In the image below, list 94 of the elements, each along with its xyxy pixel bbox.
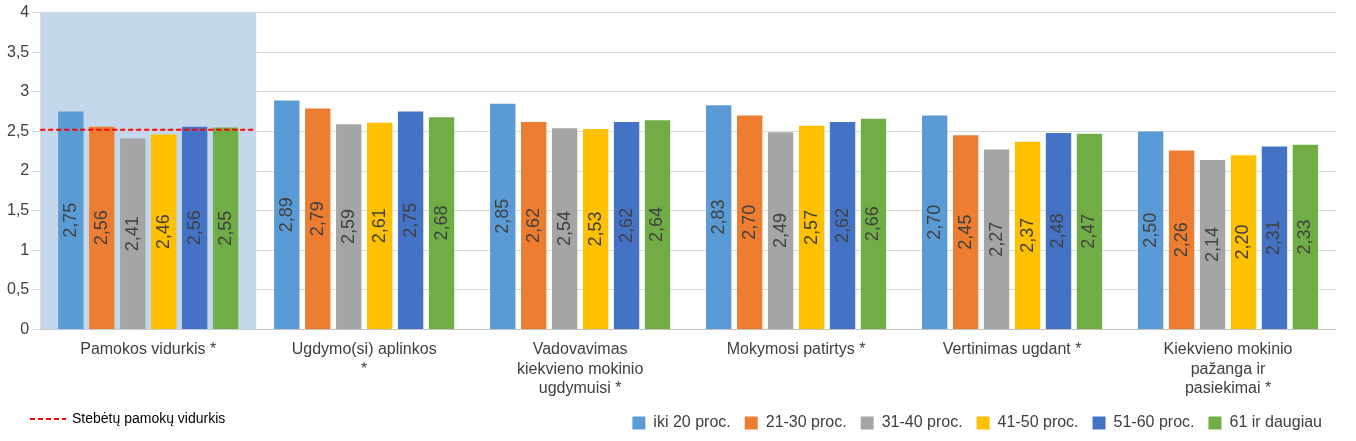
y-tick-label: 1 bbox=[20, 240, 30, 258]
data-label: 2,83 bbox=[707, 199, 728, 235]
bar bbox=[1230, 155, 1257, 329]
data-label: 2,53 bbox=[584, 211, 605, 247]
y-tick-label: 2,5 bbox=[6, 121, 30, 139]
bar bbox=[366, 122, 393, 329]
bar bbox=[212, 127, 239, 329]
legend-label: 51-60 proc. bbox=[1113, 413, 1195, 431]
bar bbox=[921, 115, 948, 329]
bar bbox=[305, 108, 331, 329]
data-label: 2,20 bbox=[1232, 224, 1253, 260]
bar bbox=[1076, 133, 1103, 329]
bar bbox=[120, 138, 146, 329]
data-label: 2,75 bbox=[59, 202, 80, 238]
bar bbox=[89, 126, 115, 329]
bar bbox=[767, 132, 794, 329]
bar bbox=[1168, 150, 1195, 329]
data-label: 2,75 bbox=[399, 202, 420, 238]
bar bbox=[490, 103, 516, 329]
data-label: 2,33 bbox=[1294, 219, 1315, 255]
data-label: 2,45 bbox=[954, 214, 975, 250]
bar bbox=[58, 111, 84, 329]
legend-label: 41-50 proc. bbox=[997, 413, 1079, 431]
bar bbox=[983, 149, 1010, 329]
data-label: 2,31 bbox=[1263, 220, 1284, 256]
bar bbox=[860, 118, 887, 329]
data-label: 2,66 bbox=[862, 206, 883, 242]
y-tick-label: 4 bbox=[20, 3, 30, 21]
data-label: 2,55 bbox=[214, 210, 235, 246]
data-label: 2,56 bbox=[183, 210, 204, 246]
data-label: 2,14 bbox=[1201, 226, 1222, 262]
x-tick-label: Vadovavimas kiekvieno mokinio ugdymuisi * bbox=[517, 340, 644, 396]
x-tick-label: Pamokos vidurkis * bbox=[80, 340, 217, 358]
x-tick-label: Mokymosi patirtys * bbox=[726, 340, 866, 358]
data-label: 2,46 bbox=[152, 214, 173, 250]
data-label: 2,56 bbox=[90, 210, 111, 246]
x-tick-label: Ugdymo(si) aplinkos * bbox=[291, 340, 437, 377]
bar bbox=[1045, 132, 1072, 329]
bar bbox=[1261, 146, 1288, 329]
data-label: 2,37 bbox=[1016, 217, 1037, 253]
legend-label: 31-40 proc. bbox=[881, 413, 963, 431]
bar bbox=[1292, 144, 1319, 329]
bar bbox=[829, 121, 856, 329]
y-tick-label: 0 bbox=[20, 319, 30, 337]
y-tick-label: 2 bbox=[20, 161, 30, 179]
data-label: 2,48 bbox=[1047, 213, 1068, 249]
bar bbox=[644, 120, 671, 329]
data-label: 2,59 bbox=[337, 209, 358, 245]
bar bbox=[336, 124, 362, 329]
bar bbox=[181, 126, 208, 329]
data-label: 2,61 bbox=[368, 208, 389, 244]
data-label: 2,26 bbox=[1170, 222, 1191, 258]
bar bbox=[521, 121, 547, 329]
data-label: 2,49 bbox=[769, 213, 790, 249]
bar bbox=[1199, 159, 1226, 329]
bar bbox=[706, 105, 732, 329]
legend-label: iki 20 proc. bbox=[653, 413, 731, 431]
data-label: 2,64 bbox=[646, 207, 667, 243]
data-label: 2,62 bbox=[831, 207, 852, 243]
bar bbox=[274, 100, 300, 329]
data-label: 2,47 bbox=[1078, 213, 1099, 249]
legend-label: 61 ir daugiau bbox=[1229, 413, 1322, 431]
data-label: 2,70 bbox=[738, 204, 759, 240]
bar bbox=[1137, 131, 1164, 329]
bar bbox=[551, 128, 578, 329]
y-tick-label: 3,5 bbox=[6, 42, 30, 60]
bar bbox=[1014, 141, 1041, 329]
data-label: 2,62 bbox=[522, 207, 543, 243]
bar bbox=[428, 117, 455, 329]
data-label: 2,85 bbox=[491, 198, 512, 234]
x-tick-label: Kiekvieno mokinio pažanga ir pasiekimai * bbox=[1163, 340, 1293, 396]
data-label: 2,54 bbox=[553, 211, 574, 247]
bar bbox=[151, 134, 177, 329]
y-tick-label: 0,5 bbox=[6, 280, 30, 298]
bar bbox=[952, 135, 979, 329]
data-label: 2,68 bbox=[430, 205, 451, 241]
x-tick-label: Vertinimas ugdant * bbox=[942, 340, 1082, 358]
data-label: 2,89 bbox=[275, 197, 296, 233]
data-label: 2,62 bbox=[615, 207, 636, 243]
data-label: 2,70 bbox=[923, 204, 944, 240]
data-label: 2,41 bbox=[121, 216, 142, 252]
bar bbox=[582, 129, 609, 329]
bar bbox=[736, 115, 763, 329]
y-tick-label: 1,5 bbox=[6, 201, 30, 219]
bar bbox=[798, 125, 825, 329]
legend-label: 21-30 proc. bbox=[765, 413, 847, 431]
data-label: 2,79 bbox=[306, 201, 327, 237]
y-tick-label: 3 bbox=[20, 82, 30, 100]
bar bbox=[397, 111, 424, 329]
data-label: 2,27 bbox=[985, 221, 1006, 257]
legend-label: Stebėtų pamokų vidurkis bbox=[72, 409, 226, 426]
data-label: 2,50 bbox=[1139, 212, 1160, 248]
bar bbox=[613, 121, 640, 329]
data-label: 2,57 bbox=[800, 209, 821, 245]
